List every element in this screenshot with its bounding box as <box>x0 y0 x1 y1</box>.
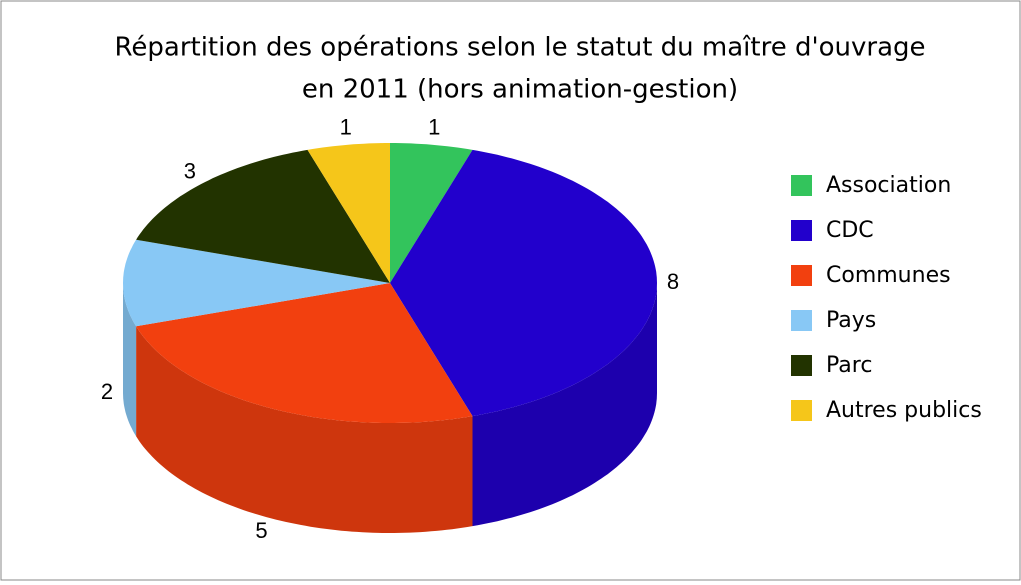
slice-side <box>123 283 137 437</box>
slice <box>390 143 473 283</box>
slice-side <box>136 326 473 533</box>
slice <box>136 149 390 283</box>
slice <box>123 239 390 327</box>
slice <box>307 143 390 283</box>
legend-swatch <box>791 220 812 241</box>
legend-swatch <box>791 310 812 331</box>
legend-swatch <box>791 355 812 376</box>
chart-title: en 2011 (hors animation-gestion) <box>302 75 738 105</box>
data-label: 8 <box>667 269 679 294</box>
slice <box>390 149 657 417</box>
legend-label: Autres publics <box>826 398 982 423</box>
data-label: 5 <box>255 518 267 543</box>
legend-label: Pays <box>826 308 876 333</box>
legend-label: CDC <box>826 218 874 243</box>
legend-label: Association <box>826 173 951 198</box>
data-label: 2 <box>101 379 113 404</box>
slice <box>136 283 473 423</box>
legend-swatch <box>791 175 812 196</box>
legend-swatch <box>791 400 812 421</box>
legend-label: Communes <box>826 263 951 288</box>
data-label: 1 <box>340 115 352 140</box>
data-label: 1 <box>428 115 440 140</box>
legend-label: Parc <box>826 353 872 378</box>
slice-side <box>472 283 657 527</box>
data-label: 3 <box>184 159 196 184</box>
chart-title: Répartition des opérations selon le stat… <box>114 33 925 63</box>
legend-swatch <box>791 265 812 286</box>
